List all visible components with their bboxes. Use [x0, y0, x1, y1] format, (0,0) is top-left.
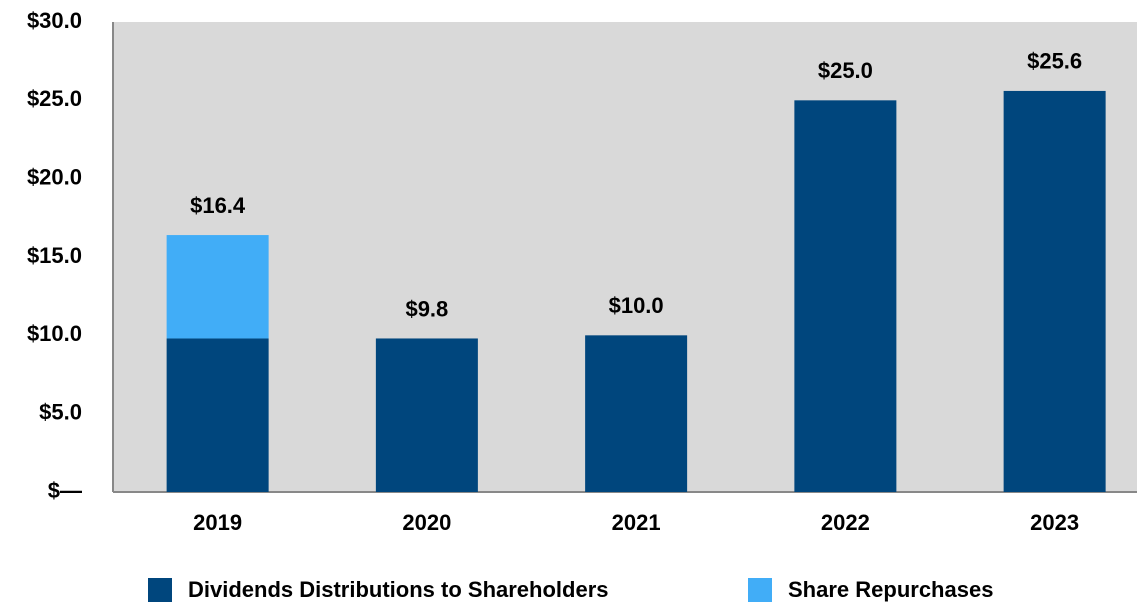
legend-swatch — [148, 578, 172, 602]
bar — [1003, 90, 1106, 492]
legend-label: Share Repurchases — [788, 577, 993, 602]
bar — [585, 335, 688, 492]
y-tick-label: $20.0 — [27, 164, 82, 189]
y-tick-label: $15.0 — [27, 243, 82, 268]
total-label: $25.6 — [1027, 49, 1082, 74]
x-tick-label: 2023 — [1030, 510, 1079, 535]
bar — [166, 235, 269, 339]
x-tick-label: 2019 — [193, 510, 242, 535]
x-tick-label: 2021 — [612, 510, 661, 535]
bar — [794, 100, 897, 492]
y-tick-label: $30.0 — [27, 8, 82, 33]
bar — [166, 338, 269, 492]
total-label: $9.8 — [405, 296, 448, 321]
y-tick-label: $5.0 — [39, 399, 82, 424]
bar — [375, 338, 478, 492]
legend-swatch — [748, 578, 772, 602]
x-tick-label: 2020 — [402, 510, 451, 535]
total-label: $25.0 — [818, 58, 873, 83]
x-tick-label: 2022 — [821, 510, 870, 535]
total-label: $16.4 — [190, 193, 246, 218]
y-tick-label: $25.0 — [27, 86, 82, 111]
legend-label: Dividends Distributions to Shareholders — [188, 577, 609, 602]
total-label: $10.0 — [609, 293, 664, 318]
y-tick-label: $10.0 — [27, 321, 82, 346]
y-tick-label: $— — [48, 478, 82, 503]
